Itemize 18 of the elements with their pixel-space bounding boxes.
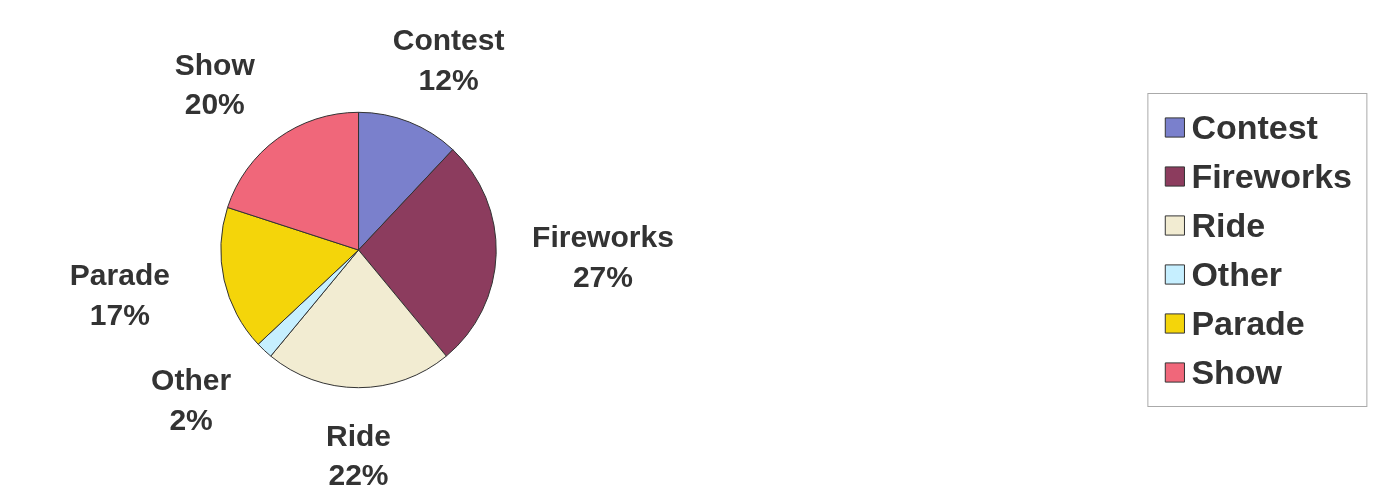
data-label: 12% (418, 62, 479, 96)
slice-label: Show (174, 47, 256, 81)
legend-label: Contest (1191, 107, 1318, 147)
legend-label: Fireworks (1191, 156, 1352, 196)
slice-label: Contest (392, 22, 505, 56)
slice-label: Fireworks (532, 220, 674, 254)
legend-label: Show (1191, 352, 1283, 392)
slice-label: Parade (69, 258, 170, 292)
legend-label: Ride (1191, 205, 1266, 245)
legend-label: Other (1191, 254, 1283, 294)
data-label: 27% (572, 259, 633, 293)
data-label: 22% (328, 458, 389, 492)
data-label: 20% (184, 87, 245, 121)
slice-label: Other (151, 363, 232, 397)
slice-label: Ride (326, 418, 392, 452)
legend-label: Parade (1191, 303, 1305, 343)
data-label: 2% (169, 402, 213, 436)
data-label: 17% (89, 298, 150, 332)
